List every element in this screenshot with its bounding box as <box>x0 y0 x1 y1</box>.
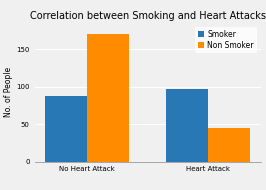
Bar <box>45 96 87 162</box>
Title: Correlation between Smoking and Heart Attacks: Correlation between Smoking and Heart At… <box>30 11 266 21</box>
Bar <box>166 89 208 162</box>
Legend: Smoker, Non Smoker: Smoker, Non Smoker <box>195 27 257 53</box>
Bar <box>208 128 250 162</box>
Bar <box>87 34 130 162</box>
Y-axis label: No. of People: No. of People <box>5 67 14 117</box>
